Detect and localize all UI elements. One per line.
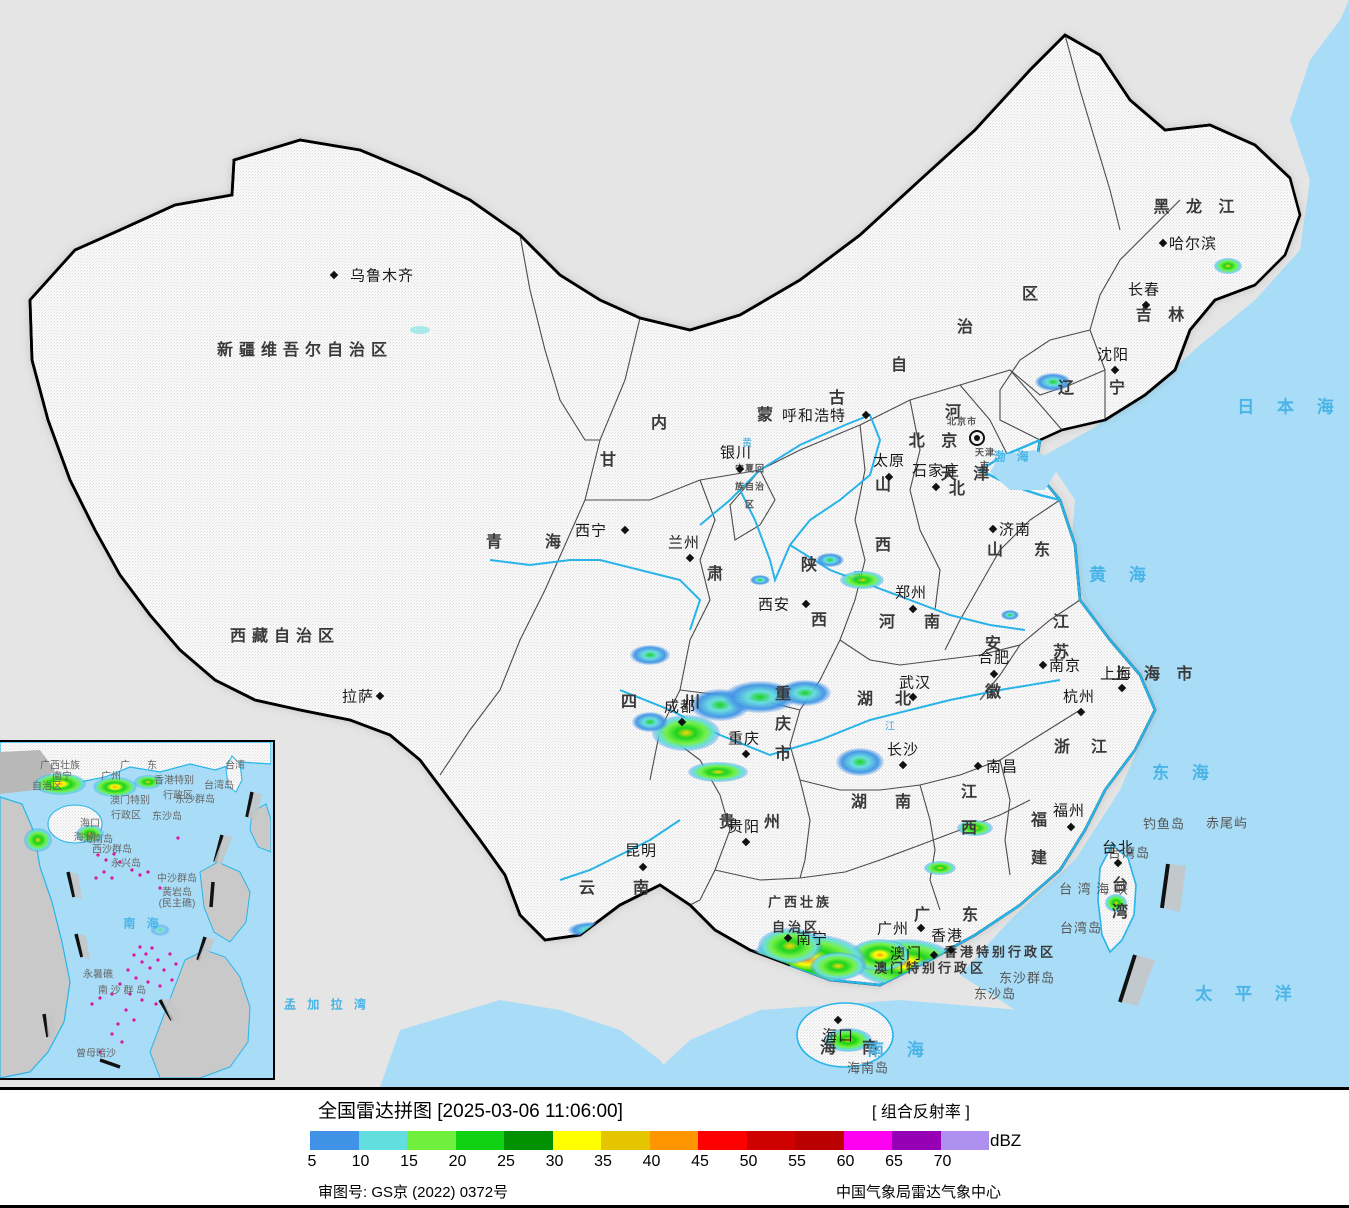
colorbar-swatch-35: [601, 1131, 650, 1150]
hainan-echo: [824, 1028, 872, 1052]
title-row: 全国雷达拼图 [2025-03-06 11:06:00] [ 组合反射率 ]: [0, 1096, 1349, 1122]
bohai-bay: [990, 450, 1060, 490]
tick-60: 60: [836, 1153, 855, 1170]
approval-number: 审图号: GS京 (2022) 0372号: [318, 1184, 509, 1201]
colorbar-swatch-25: [504, 1131, 553, 1150]
tick-35: 35: [594, 1153, 612, 1170]
tick-70: 70: [933, 1153, 952, 1170]
colorbar-swatch-65: [892, 1131, 941, 1150]
tick-10: 10: [351, 1153, 370, 1170]
inset-graphics: [0, 742, 271, 1078]
nine-dash-shadow: [1122, 864, 1186, 1006]
colorbar-swatch-50: [746, 1131, 795, 1150]
tick-30: 30: [545, 1153, 564, 1170]
colorbar-swatch-55: [795, 1131, 844, 1150]
national-boundary: [28, 33, 1291, 967]
national-radar-map[interactable]: 新疆维吾尔自治区 西藏自治区青海内蒙古自治区黑 龙 江吉 林辽宁甘肃陕西山西河北山…: [0, 0, 1349, 1087]
south-china-sea-inset[interactable]: 广西壮族 自治区广东广州 南宁 香港特别 行政区 澳门特别 行政区 台湾 台湾岛 东沙群岛 东沙岛海…: [0, 740, 275, 1080]
colorbar-swatch-40: [649, 1131, 698, 1150]
colorbar-swatch-45: [698, 1131, 747, 1150]
coastline-layer: [789, 438, 1157, 987]
dbz-colorbar[interactable]: [310, 1131, 989, 1150]
colorbar-swatch-5: [310, 1131, 359, 1150]
tick-25: 25: [497, 1153, 515, 1170]
product-type-label: [ 组合反射率 ]: [872, 1104, 970, 1121]
tick-15: 15: [400, 1153, 418, 1170]
tick-40: 40: [642, 1153, 661, 1170]
colorbar-swatch-30: [552, 1131, 601, 1150]
nine-dash-line-segments: [1118, 863, 1170, 1003]
taiwan-echo: [1105, 894, 1127, 912]
colorbar-swatch-20: [455, 1131, 504, 1150]
colorbar-swatch-70: [940, 1131, 989, 1150]
page-title: 全国雷达拼图 [2025-03-06 11:06:00]: [318, 1101, 623, 1122]
dbz-unit-label: dBZ: [990, 1131, 1022, 1150]
tick-5: 5: [307, 1153, 317, 1170]
tick-50: 50: [739, 1153, 758, 1170]
colorbar-swatch-15: [407, 1131, 456, 1150]
tick-65: 65: [885, 1153, 903, 1170]
dbz-tick-labels: 5 10 15 20 25 30 35 40 45 50 55 60 65 70: [307, 1153, 1010, 1173]
colorbar-swatch-10: [358, 1131, 407, 1150]
reef-markers: [90, 836, 180, 1054]
tick-20: 20: [448, 1153, 467, 1170]
colorbar-swatch-60: [843, 1131, 892, 1150]
organization-label: 中国气象局雷达气象中心: [836, 1184, 1002, 1201]
tick-45: 45: [691, 1153, 709, 1170]
nine-dash-line: [42, 791, 254, 1069]
tick-55: 55: [788, 1153, 806, 1170]
